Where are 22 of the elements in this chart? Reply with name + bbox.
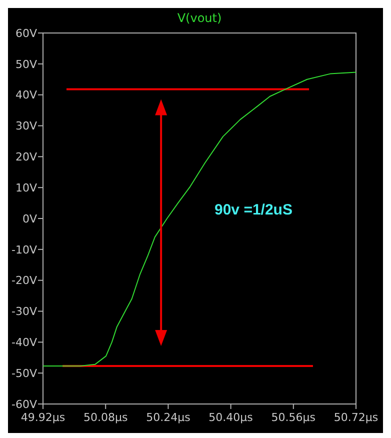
y-tick-label: -60V: [12, 398, 38, 411]
x-tick-label: 50.40µs: [208, 411, 254, 424]
y-tick-label: 0V: [22, 212, 38, 226]
y-tick-label: 10V: [15, 181, 38, 194]
y-tick-label: -50V: [12, 366, 38, 380]
x-tick-label: 50.08µs: [83, 411, 128, 424]
annotation: 90v =1/2uS: [214, 202, 292, 218]
y-tick-label: 50V: [15, 58, 38, 71]
y-tick-label: -40V: [12, 336, 38, 350]
y-tick-label: -20V: [12, 274, 38, 288]
chart-title: V(vout): [177, 11, 222, 25]
y-tick-label: 30V: [15, 120, 38, 133]
x-tick-label: 50.56µs: [271, 411, 316, 424]
x-tick-label: 50.24µs: [146, 411, 191, 424]
y-tick-label: -30V: [12, 305, 38, 318]
x-tick-label: 50.72µs: [334, 411, 378, 424]
y-tick-label: 40V: [15, 88, 38, 102]
line-series: [42, 72, 356, 366]
y-tick-label: 20V: [15, 150, 38, 164]
y-tick-label: -10V: [12, 243, 38, 256]
x-tick-label: 49.92µs: [20, 411, 66, 424]
y-tick-label: 60V: [15, 26, 38, 40]
